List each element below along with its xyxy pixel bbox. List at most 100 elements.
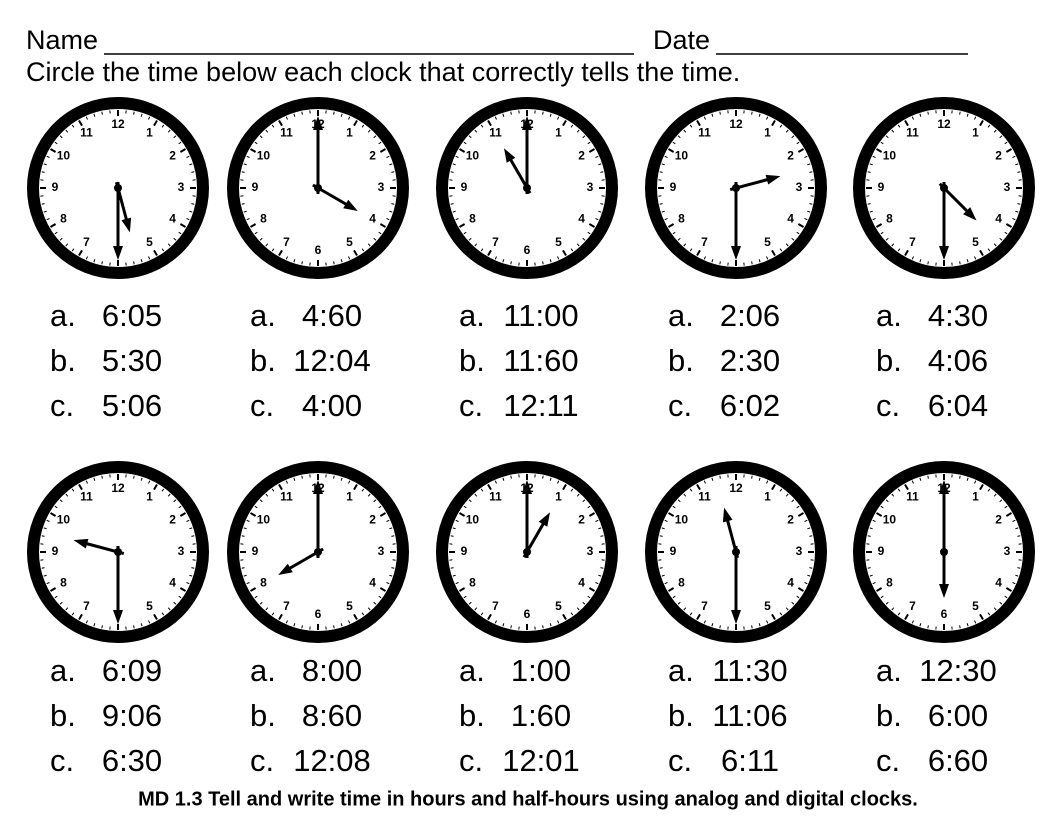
clock-tick bbox=[391, 203, 395, 205]
clock-tick bbox=[367, 493, 371, 497]
clock-tick bbox=[904, 483, 909, 491]
clock-tick bbox=[167, 129, 171, 133]
clock-tick bbox=[249, 223, 257, 228]
clock-tick bbox=[904, 249, 909, 257]
clock-tick bbox=[333, 261, 335, 265]
clock-numeral: 5 bbox=[972, 235, 979, 249]
clock-numeral: 7 bbox=[701, 599, 708, 613]
clock-tick bbox=[373, 601, 377, 605]
clock-tick bbox=[576, 243, 580, 247]
clock-tick bbox=[719, 111, 721, 115]
clock-tick bbox=[389, 527, 393, 530]
clock-tick bbox=[301, 111, 303, 115]
clock-tick bbox=[696, 613, 701, 621]
clock-tick bbox=[582, 135, 586, 139]
clock-numeral: 4 bbox=[169, 576, 176, 590]
clock: 123456789101112 bbox=[436, 461, 618, 643]
clock-tick bbox=[719, 261, 721, 265]
clock-tick bbox=[463, 141, 467, 145]
clock-tick bbox=[54, 141, 58, 145]
clock-tick bbox=[361, 488, 365, 492]
clock-tick bbox=[897, 612, 901, 616]
clock-tick bbox=[771, 483, 776, 491]
clock-tick bbox=[904, 119, 909, 127]
minute-hand bbox=[313, 480, 323, 558]
clock-tick bbox=[1012, 519, 1016, 522]
clock-numeral: 5 bbox=[555, 235, 562, 249]
clock-center bbox=[940, 548, 948, 556]
clock-tick bbox=[542, 111, 544, 115]
clock-tick bbox=[751, 261, 753, 265]
clock-numeral: 9 bbox=[252, 180, 259, 194]
clock-tick bbox=[557, 620, 560, 624]
clock-tick bbox=[979, 613, 984, 621]
clock-tick bbox=[1017, 203, 1021, 205]
clock-tick bbox=[241, 535, 245, 537]
clock-tick bbox=[246, 582, 250, 585]
clock-tick bbox=[677, 499, 681, 503]
clock-tick bbox=[797, 223, 805, 228]
clock-tick bbox=[101, 111, 103, 115]
clock-numeral: 1 bbox=[146, 490, 153, 504]
clock-numeral: 10 bbox=[257, 149, 271, 163]
clock-tick bbox=[101, 625, 103, 629]
clock-tick bbox=[455, 218, 459, 221]
clock-tick bbox=[153, 613, 158, 621]
clock-tick bbox=[161, 612, 165, 616]
clock-tick bbox=[348, 256, 351, 260]
clock-tick bbox=[191, 567, 195, 569]
clock-tick bbox=[189, 210, 193, 213]
clock-numeral: 8 bbox=[260, 576, 267, 590]
clock-tick bbox=[49, 587, 57, 592]
option-letter: b. bbox=[876, 343, 902, 378]
hour-hand bbox=[729, 174, 781, 191]
option-time: 8:00 bbox=[302, 653, 362, 688]
clock-tick bbox=[93, 477, 96, 481]
clock-tick bbox=[966, 113, 969, 117]
option-time: 5:30 bbox=[102, 343, 162, 378]
clock-tick bbox=[751, 475, 753, 479]
clock-tick bbox=[807, 527, 811, 530]
clock-tick bbox=[919, 259, 922, 263]
hour-hand bbox=[312, 183, 358, 211]
option-letter: c. bbox=[876, 743, 900, 778]
clock-tick bbox=[809, 535, 813, 537]
clock-tick bbox=[178, 595, 182, 599]
clock: 123456789101112 bbox=[227, 461, 409, 643]
option-letter: a. bbox=[459, 653, 485, 688]
clock-tick bbox=[455, 582, 459, 585]
minute-hand bbox=[522, 480, 532, 558]
option-letter: b. bbox=[459, 698, 485, 733]
clock-tick bbox=[804, 218, 808, 221]
clock-tick bbox=[867, 567, 871, 569]
clock-tick bbox=[667, 148, 675, 153]
clock-numeral: 6 bbox=[315, 243, 322, 257]
clock-tick bbox=[510, 111, 512, 115]
clock-tick bbox=[243, 527, 247, 530]
clock-tick bbox=[966, 477, 969, 481]
clock-tick bbox=[758, 113, 761, 117]
clock-tick bbox=[766, 480, 769, 484]
clock-numeral: 12 bbox=[111, 481, 125, 495]
clock-tick bbox=[659, 171, 663, 173]
clock-numeral: 10 bbox=[466, 513, 480, 527]
clock-tick bbox=[463, 231, 467, 235]
clock-tick bbox=[361, 248, 365, 252]
clock-tick bbox=[246, 218, 250, 221]
clock-tick bbox=[450, 203, 454, 205]
minute-hand bbox=[939, 182, 949, 260]
clock-numeral: 3 bbox=[378, 180, 385, 194]
clock-tick bbox=[340, 623, 343, 627]
clock-numeral: 7 bbox=[83, 235, 90, 249]
clock-tick bbox=[785, 243, 789, 247]
option-letter: a. bbox=[50, 653, 76, 688]
clock-numeral: 10 bbox=[257, 513, 271, 527]
clock-tick bbox=[797, 587, 805, 592]
clock-tick bbox=[927, 261, 929, 265]
clock-tick bbox=[265, 607, 269, 611]
option-time: 6:05 bbox=[102, 298, 162, 333]
clock-tick bbox=[333, 625, 335, 629]
clock-tick bbox=[661, 163, 665, 166]
clock-tick bbox=[367, 607, 371, 611]
clock-tick bbox=[667, 587, 675, 592]
